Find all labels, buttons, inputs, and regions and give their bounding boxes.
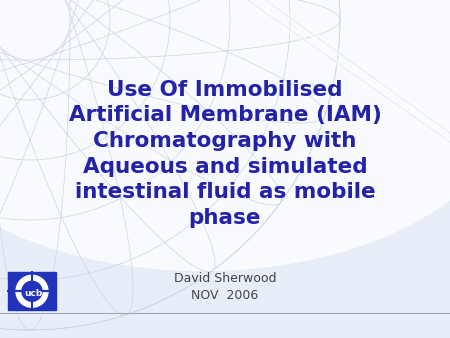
- Ellipse shape: [330, 25, 372, 56]
- Ellipse shape: [277, 0, 425, 94]
- Text: David Sherwood: David Sherwood: [174, 272, 276, 285]
- Ellipse shape: [256, 0, 446, 109]
- Ellipse shape: [0, 0, 450, 270]
- Ellipse shape: [213, 0, 450, 139]
- Ellipse shape: [309, 10, 393, 71]
- Ellipse shape: [224, 0, 450, 131]
- Ellipse shape: [192, 0, 450, 154]
- Ellipse shape: [319, 18, 383, 63]
- Text: NOV  2006: NOV 2006: [191, 289, 259, 302]
- Ellipse shape: [234, 0, 450, 124]
- Ellipse shape: [340, 33, 362, 48]
- Text: ucb: ucb: [24, 289, 42, 298]
- Text: Use Of Immobilised
Artificial Membrane (IAM)
Chromatography with
Aqueous and sim: Use Of Immobilised Artificial Membrane (…: [68, 80, 382, 228]
- Ellipse shape: [245, 0, 450, 116]
- Bar: [8, 272, 56, 310]
- Ellipse shape: [298, 3, 404, 78]
- Ellipse shape: [266, 0, 436, 101]
- Ellipse shape: [288, 0, 414, 86]
- Circle shape: [22, 281, 42, 301]
- Ellipse shape: [202, 0, 450, 147]
- Circle shape: [16, 275, 48, 307]
